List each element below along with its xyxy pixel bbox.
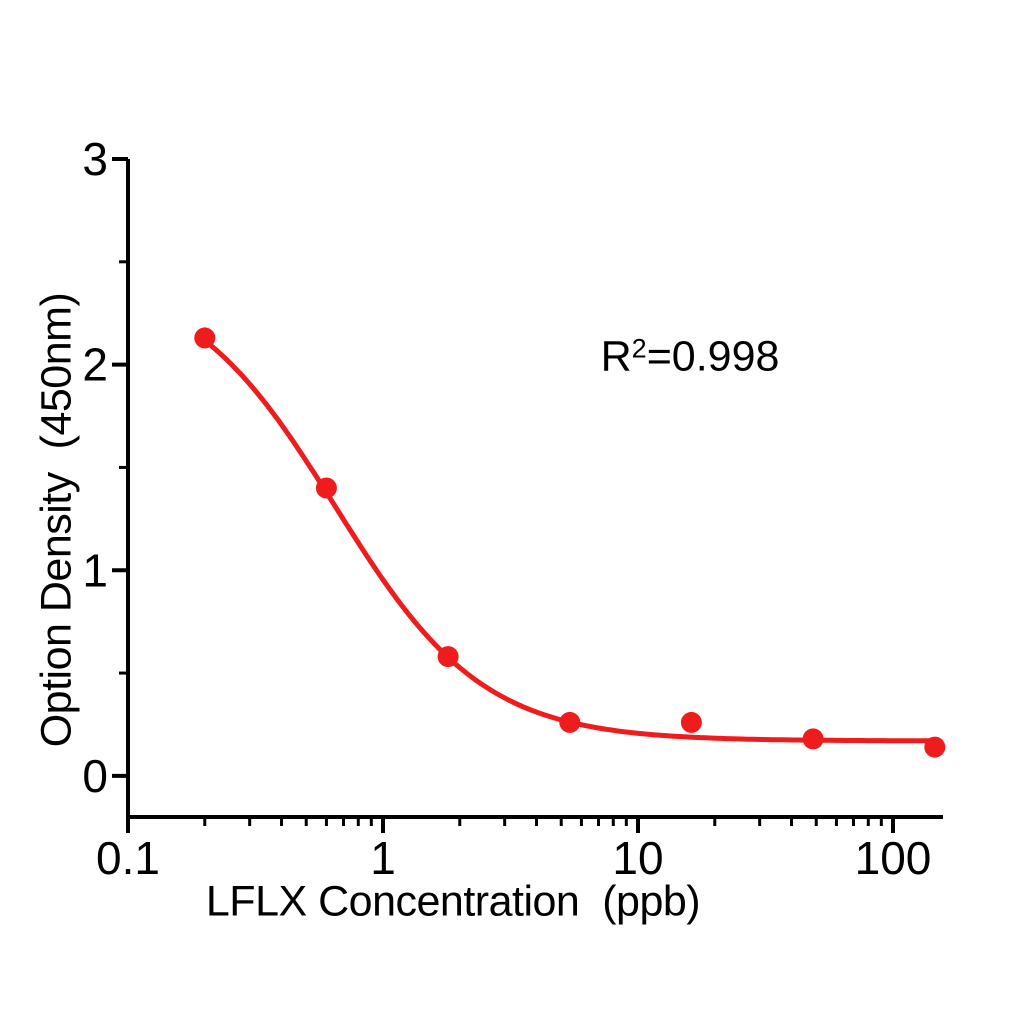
y-tick-label: 3 [82,133,108,185]
x-axis-title: LFLX Concentration (ppb) [205,877,701,926]
data-point [924,736,946,758]
data-point [194,327,216,349]
axis-frame [126,159,943,819]
x-tick-label: 1 [370,832,396,884]
y-axis-title: Option Density (450nm) [32,292,81,748]
fit-curve [202,337,938,744]
r-squared-value: =0.998 [646,332,780,381]
x-tick-label: 0.1 [96,832,160,884]
data-point [802,728,824,750]
data-point [437,646,459,668]
y-tick-label: 2 [82,339,108,391]
data-point [559,711,581,733]
y-tick-label: 1 [82,544,108,596]
x-tick-label: 10 [612,832,663,884]
data-point [680,711,702,733]
y-tick-label: 0 [82,750,108,802]
r-squared-annotation: R2=0.998 [601,333,780,382]
x-tick-label: 100 [855,832,932,884]
r-squared-base: R [600,332,632,381]
r-squared-superscript: 2 [631,333,647,364]
data-point [315,477,337,499]
